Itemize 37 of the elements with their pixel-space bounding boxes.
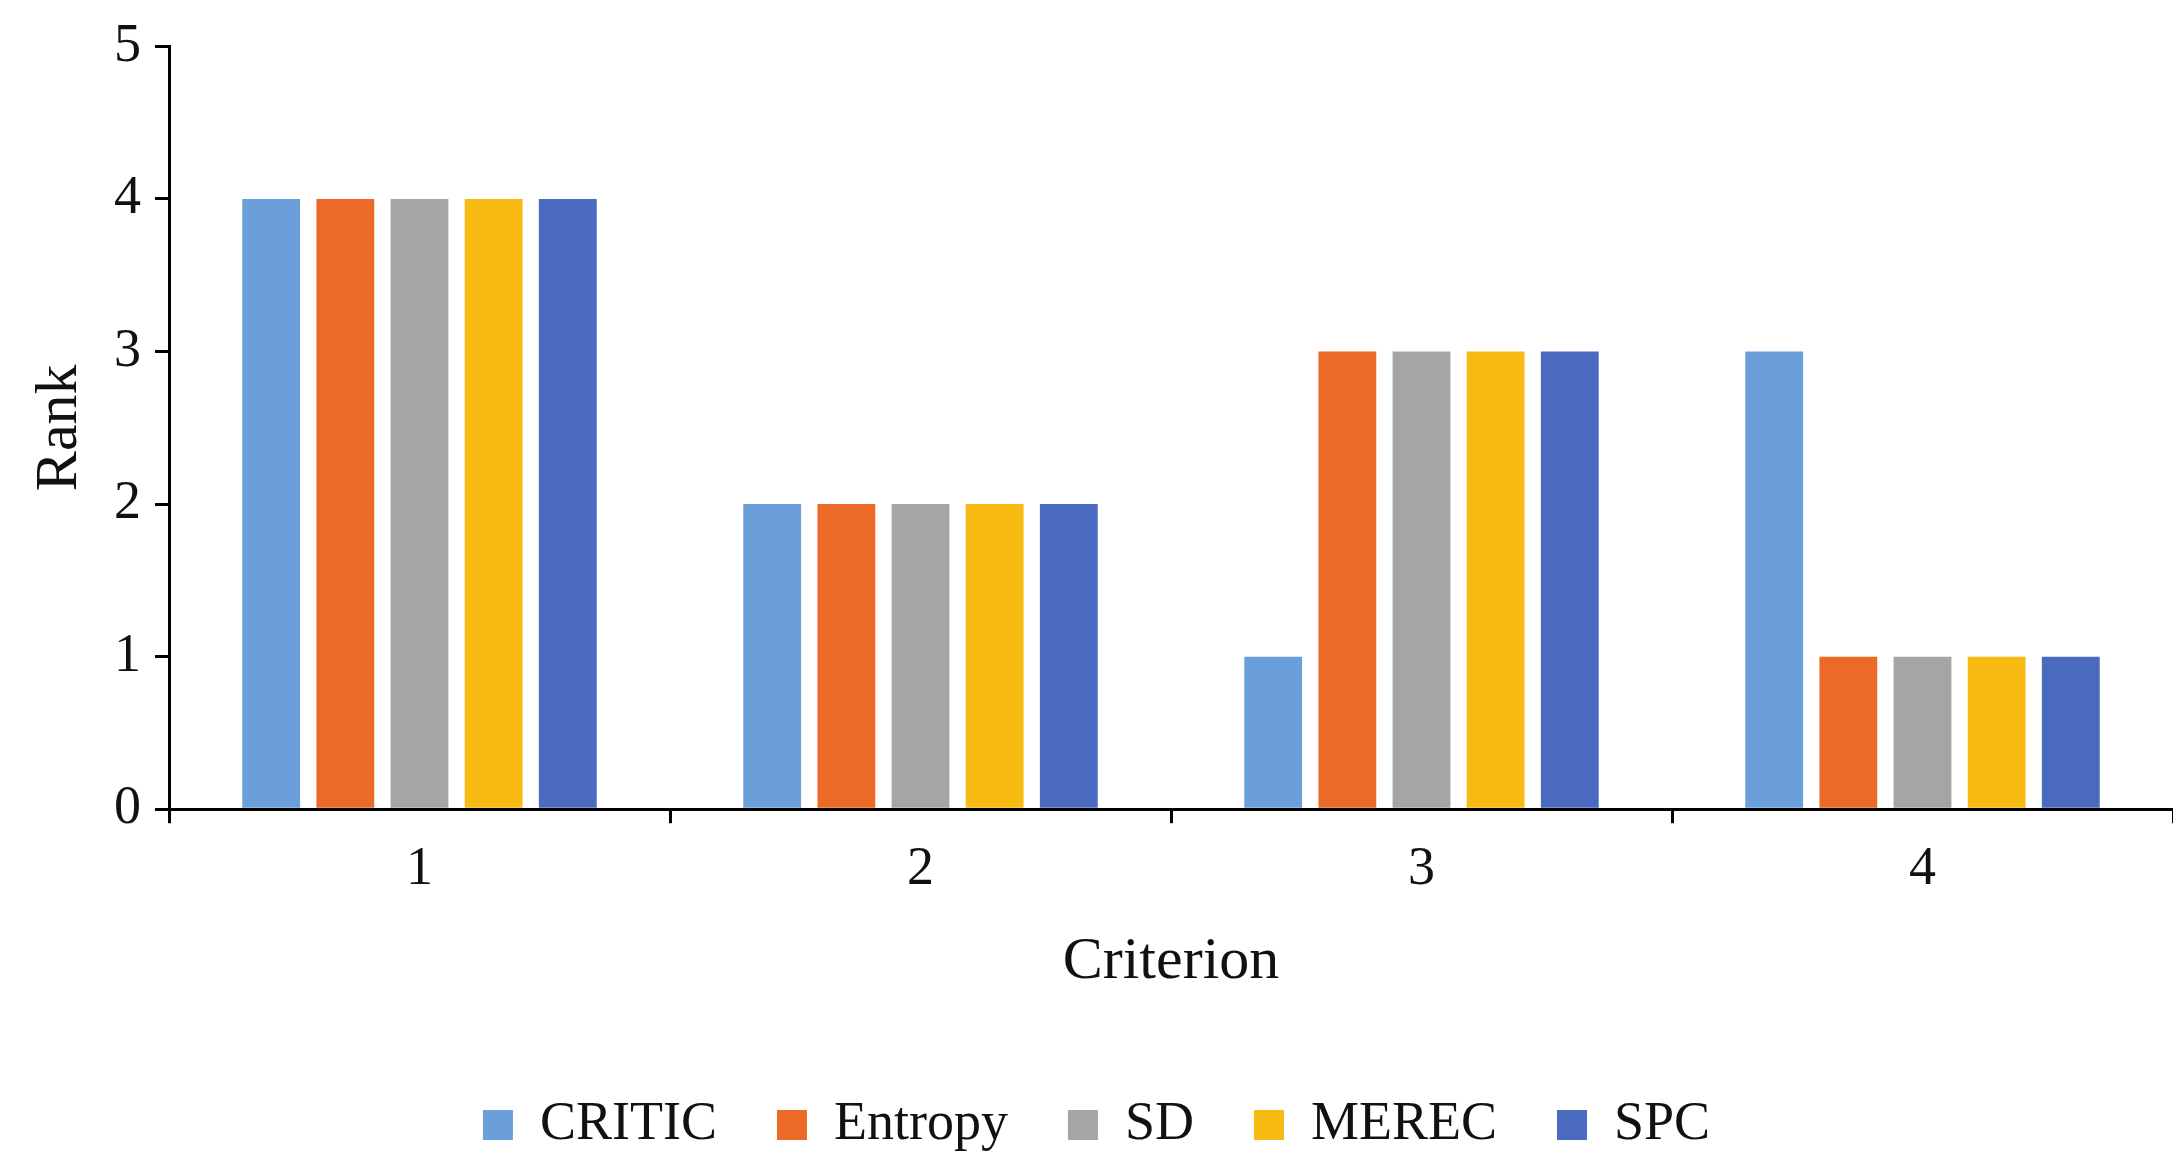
bar bbox=[1318, 351, 1377, 808]
legend-label: SPC bbox=[1613, 1091, 1711, 1152]
bar bbox=[464, 198, 523, 808]
y-tick-label: 0 bbox=[114, 775, 141, 836]
bar bbox=[316, 198, 375, 808]
bar bbox=[390, 198, 449, 808]
y-tick-label: 5 bbox=[114, 12, 141, 73]
bar bbox=[1893, 656, 1952, 808]
y-tick-label: 1 bbox=[114, 622, 141, 683]
x-axis-title: Criterion bbox=[1062, 924, 1280, 991]
legend-label: MEREC bbox=[1310, 1091, 1497, 1152]
bar bbox=[1540, 351, 1599, 808]
y-tick-label: 3 bbox=[114, 317, 141, 378]
x-tick-label: 2 bbox=[907, 835, 934, 896]
bar bbox=[242, 198, 301, 808]
x-tick-label: 4 bbox=[1909, 835, 1936, 896]
bar bbox=[1466, 351, 1525, 808]
legend-label: SD bbox=[1124, 1091, 1194, 1152]
bar bbox=[1039, 504, 1098, 808]
bar bbox=[538, 198, 597, 808]
legend-label: Entropy bbox=[833, 1091, 1008, 1152]
y-tick-label: 2 bbox=[114, 470, 141, 531]
x-tick-label: 3 bbox=[1408, 835, 1435, 896]
bar bbox=[891, 504, 950, 808]
bar bbox=[1745, 351, 1804, 808]
legend-label: CRITIC bbox=[539, 1091, 717, 1152]
bar bbox=[817, 504, 876, 808]
bar bbox=[743, 504, 802, 808]
x-tick-label: 1 bbox=[406, 835, 433, 896]
y-axis-title: Rank bbox=[22, 364, 89, 492]
y-tick-label: 4 bbox=[114, 165, 141, 226]
bar bbox=[965, 504, 1024, 808]
bar bbox=[1244, 656, 1303, 808]
bar bbox=[1392, 351, 1451, 808]
bar bbox=[2041, 656, 2100, 808]
bar bbox=[1819, 656, 1878, 808]
bar bbox=[1967, 656, 2026, 808]
